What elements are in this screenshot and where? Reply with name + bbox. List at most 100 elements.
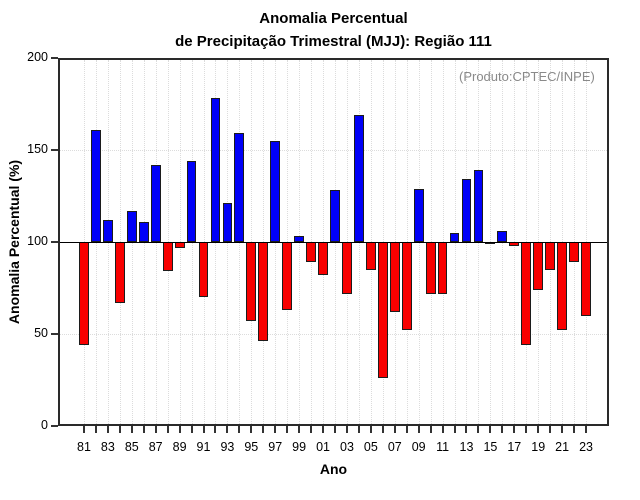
bar-21: [557, 242, 567, 331]
x-axis-tick: [513, 426, 516, 433]
x-tick-label-19: 19: [531, 440, 546, 454]
x-axis-tick: [166, 426, 169, 433]
x-tick-label-99: 99: [292, 440, 307, 454]
bar-87: [150, 164, 161, 242]
bar-92: [210, 98, 221, 242]
y-axis-tick: [51, 333, 58, 335]
bar-01: [318, 242, 328, 276]
x-axis-tick: [286, 426, 289, 433]
x-tick-label-15: 15: [483, 440, 498, 454]
x-axis-tick: [381, 426, 384, 433]
x-axis-tick: [561, 426, 564, 433]
x-axis-tick: [250, 426, 253, 433]
x-axis-tick: [106, 426, 109, 433]
bar-22: [569, 242, 579, 263]
bar-99: [294, 236, 305, 242]
x-tick-label-03: 03: [340, 440, 354, 454]
bar-82: [91, 129, 101, 242]
x-axis-tick: [118, 426, 121, 433]
x-axis-tick: [298, 426, 301, 433]
x-tick-label-05: 05: [363, 440, 378, 454]
y-tick-label-200: 200: [27, 50, 48, 64]
x-tick-label-87: 87: [148, 440, 163, 454]
bar-10: [425, 242, 436, 294]
x-axis-tick: [274, 426, 277, 433]
bar-23: [581, 242, 591, 316]
x-axis-tick: [477, 426, 480, 433]
bar-20: [545, 242, 556, 270]
x-tick-label-09: 09: [411, 440, 426, 454]
bar-16: [497, 230, 508, 242]
x-tick-label-97: 97: [268, 440, 283, 454]
bar-84: [114, 242, 125, 303]
x-tick-label-85: 85: [124, 440, 139, 454]
x-axis-tick: [489, 426, 492, 433]
bar-94: [234, 133, 245, 242]
x-axis-tick: [369, 426, 372, 433]
x-axis-tick: [142, 426, 145, 433]
x-axis-title: Ano: [319, 461, 348, 477]
x-axis-tick: [393, 426, 396, 433]
bar-04: [354, 115, 364, 242]
horizontal-gridline: [60, 334, 607, 335]
bar-14: [473, 170, 484, 242]
x-axis-tick: [525, 426, 528, 433]
x-tick-label-21: 21: [555, 440, 570, 454]
x-axis-tick: [585, 426, 588, 433]
x-axis-tick: [441, 426, 444, 433]
x-tick-label-17: 17: [507, 440, 522, 454]
x-axis-tick: [178, 426, 181, 433]
y-axis-tick: [51, 149, 58, 151]
bar-93: [222, 203, 233, 242]
bar-02: [330, 190, 340, 242]
x-tick-label-83: 83: [100, 440, 115, 454]
bar-19: [533, 242, 544, 290]
bar-07: [389, 242, 400, 312]
x-axis-tick: [214, 426, 217, 433]
bar-86: [138, 221, 149, 242]
bar-83: [102, 219, 113, 242]
bar-90: [186, 161, 197, 242]
bar-91: [198, 242, 209, 298]
bar-18: [521, 242, 532, 346]
x-axis-tick: [130, 426, 133, 433]
x-axis-tick: [310, 426, 313, 433]
product-watermark: (Produto:CPTEC/INPE): [459, 69, 595, 84]
bar-98: [282, 242, 293, 311]
x-axis-tick: [322, 426, 325, 433]
bar-03: [342, 242, 352, 294]
bar-08: [401, 242, 412, 331]
y-tick-label-100: 100: [27, 234, 48, 248]
y-axis-tick: [51, 57, 58, 59]
chart-title-line1: Anomalia Percentual: [259, 10, 408, 27]
bar-09: [413, 188, 424, 242]
x-tick-label-95: 95: [244, 440, 259, 454]
bar-11: [437, 242, 448, 294]
x-axis-tick: [429, 426, 432, 433]
bar-81: [79, 242, 89, 346]
y-axis-tick: [51, 241, 58, 243]
y-tick-label-0: 0: [41, 418, 48, 432]
x-axis-tick: [202, 426, 205, 433]
x-axis-tick: [334, 426, 336, 433]
x-tick-label-01: 01: [316, 440, 330, 454]
x-axis-tick: [417, 426, 420, 433]
chart-title: Anomalia Percentual de Precipitação Trim…: [58, 7, 609, 53]
bar-05: [365, 242, 376, 270]
y-tick-label-50: 50: [34, 326, 48, 340]
bar-06: [377, 242, 388, 379]
x-axis-tick: [345, 426, 348, 433]
x-axis-tick: [190, 426, 193, 433]
y-axis-tick: [51, 425, 58, 427]
x-axis-tick: [82, 426, 85, 433]
x-axis-tick: [94, 426, 97, 433]
x-tick-label-07: 07: [387, 440, 402, 454]
baseline-100: [58, 242, 609, 243]
x-axis-tick: [549, 426, 552, 433]
x-axis-tick: [238, 426, 241, 433]
bar-12: [449, 232, 460, 242]
x-axis-tick: [501, 426, 504, 433]
x-axis-tick: [262, 426, 265, 433]
x-tick-label-11: 11: [436, 440, 450, 454]
